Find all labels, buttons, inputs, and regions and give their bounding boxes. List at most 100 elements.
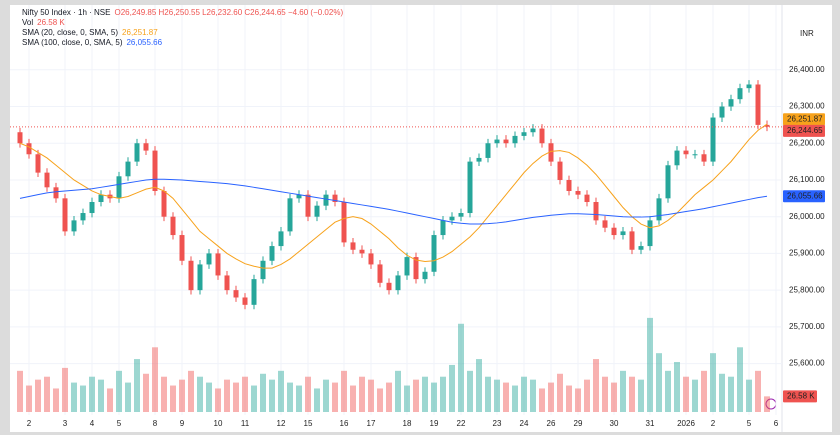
volume-bar xyxy=(323,379,329,412)
volume-bar xyxy=(458,323,464,412)
candle-body xyxy=(674,150,680,166)
volume-bar xyxy=(521,376,527,412)
candle-body xyxy=(332,194,338,203)
volume-bar xyxy=(341,370,347,412)
volume-bar xyxy=(746,379,752,412)
candle-body xyxy=(575,190,581,195)
candle-body xyxy=(251,279,257,305)
volume-bar xyxy=(575,388,581,412)
candle-body xyxy=(206,253,212,265)
candle-body xyxy=(665,165,671,199)
volume-bar xyxy=(107,388,113,412)
volume-bar xyxy=(359,376,365,412)
candle-body xyxy=(143,143,149,151)
candle-body xyxy=(53,187,59,199)
candle-body xyxy=(530,128,536,133)
legend-text: 26.58 K xyxy=(37,18,65,27)
volume-bar xyxy=(89,376,95,412)
currency-label: INR xyxy=(800,29,814,38)
candle-body xyxy=(242,297,248,305)
candle-body xyxy=(89,202,95,214)
candle-body xyxy=(287,198,293,232)
candle-body xyxy=(215,253,221,276)
volume-bar xyxy=(170,385,176,412)
candle-body xyxy=(116,176,122,199)
x-tick-label: 2 xyxy=(27,419,32,428)
volume-bar xyxy=(296,385,302,412)
volume-bar xyxy=(449,364,455,412)
x-tick-label: 6 xyxy=(774,419,779,428)
volume-bar xyxy=(233,382,239,412)
candle-body xyxy=(368,253,374,265)
candle-body xyxy=(71,220,77,232)
x-tick-label: 24 xyxy=(520,419,529,428)
x-tick-label: 23 xyxy=(493,419,502,428)
candle-body xyxy=(224,275,230,291)
candle-body xyxy=(161,190,167,217)
x-tick-label: 2026 xyxy=(677,419,695,428)
volume-bar xyxy=(305,376,311,412)
volume-bar xyxy=(377,388,383,412)
candle-body xyxy=(440,220,446,236)
volume-bar xyxy=(251,385,257,412)
x-tick-label: 4 xyxy=(90,419,95,428)
legend-row: Nifty 50 Index · 1h · NSE O26,249.85 H26,… xyxy=(22,8,343,17)
candle-body xyxy=(647,220,653,247)
candle-body xyxy=(350,242,356,250)
candle-body xyxy=(80,213,86,221)
candle-body xyxy=(341,202,347,243)
candle-body xyxy=(359,249,365,254)
candle-body xyxy=(125,161,131,177)
y-tick-label: 26,400.00 xyxy=(789,65,825,74)
volume-bar xyxy=(593,359,599,412)
price-label-box xyxy=(783,124,825,137)
volume-bar xyxy=(197,376,203,412)
legend-text: Nifty 50 Index · 1h · NSE xyxy=(22,8,110,17)
candle-body xyxy=(503,139,509,144)
candle-body xyxy=(764,124,770,127)
volume-bar xyxy=(611,382,617,412)
legend-text: Vol xyxy=(22,18,33,27)
x-tick-label: 5 xyxy=(117,419,122,428)
candle-body xyxy=(449,216,455,221)
volume-bar xyxy=(116,370,122,412)
legend-row: SMA (100, close, 0, SMA, 5) 26,055.66 xyxy=(22,38,163,47)
volume-bar xyxy=(665,370,671,412)
volume-bar xyxy=(503,382,509,412)
candle-body xyxy=(152,150,158,191)
volume-bar xyxy=(431,382,437,412)
candle-body xyxy=(197,264,203,291)
price-label-box xyxy=(783,190,825,203)
volume-bar xyxy=(656,353,662,412)
x-tick-label: 29 xyxy=(574,419,583,428)
candle-body xyxy=(701,154,707,162)
candle-body xyxy=(44,172,50,188)
volume-bar xyxy=(134,359,140,412)
volume-bar xyxy=(413,379,419,412)
volume-bar xyxy=(476,359,482,412)
volume-bar xyxy=(242,376,248,412)
volume-bar xyxy=(584,379,590,412)
volume-bar xyxy=(395,370,401,412)
volume-bar xyxy=(287,382,293,412)
x-tick-label: 3 xyxy=(63,419,68,428)
candle-body xyxy=(584,194,590,203)
volume-bar xyxy=(674,362,680,412)
volume-bar xyxy=(71,382,77,412)
candle-body xyxy=(188,260,194,291)
candle-body xyxy=(476,157,482,162)
price-label: 26,251.87 xyxy=(787,114,823,123)
volume-bar xyxy=(260,373,266,412)
y-tick-label: 26,100.00 xyxy=(789,175,825,184)
volume-bar xyxy=(386,382,392,412)
candle-body xyxy=(656,198,662,221)
candle-body xyxy=(413,257,419,280)
volume-bar xyxy=(17,370,23,412)
volume-bar xyxy=(215,388,221,412)
candle-body xyxy=(467,161,473,214)
y-tick-label: 26,300.00 xyxy=(789,102,825,111)
x-tick-label: 15 xyxy=(304,419,313,428)
candle-body xyxy=(566,179,572,191)
